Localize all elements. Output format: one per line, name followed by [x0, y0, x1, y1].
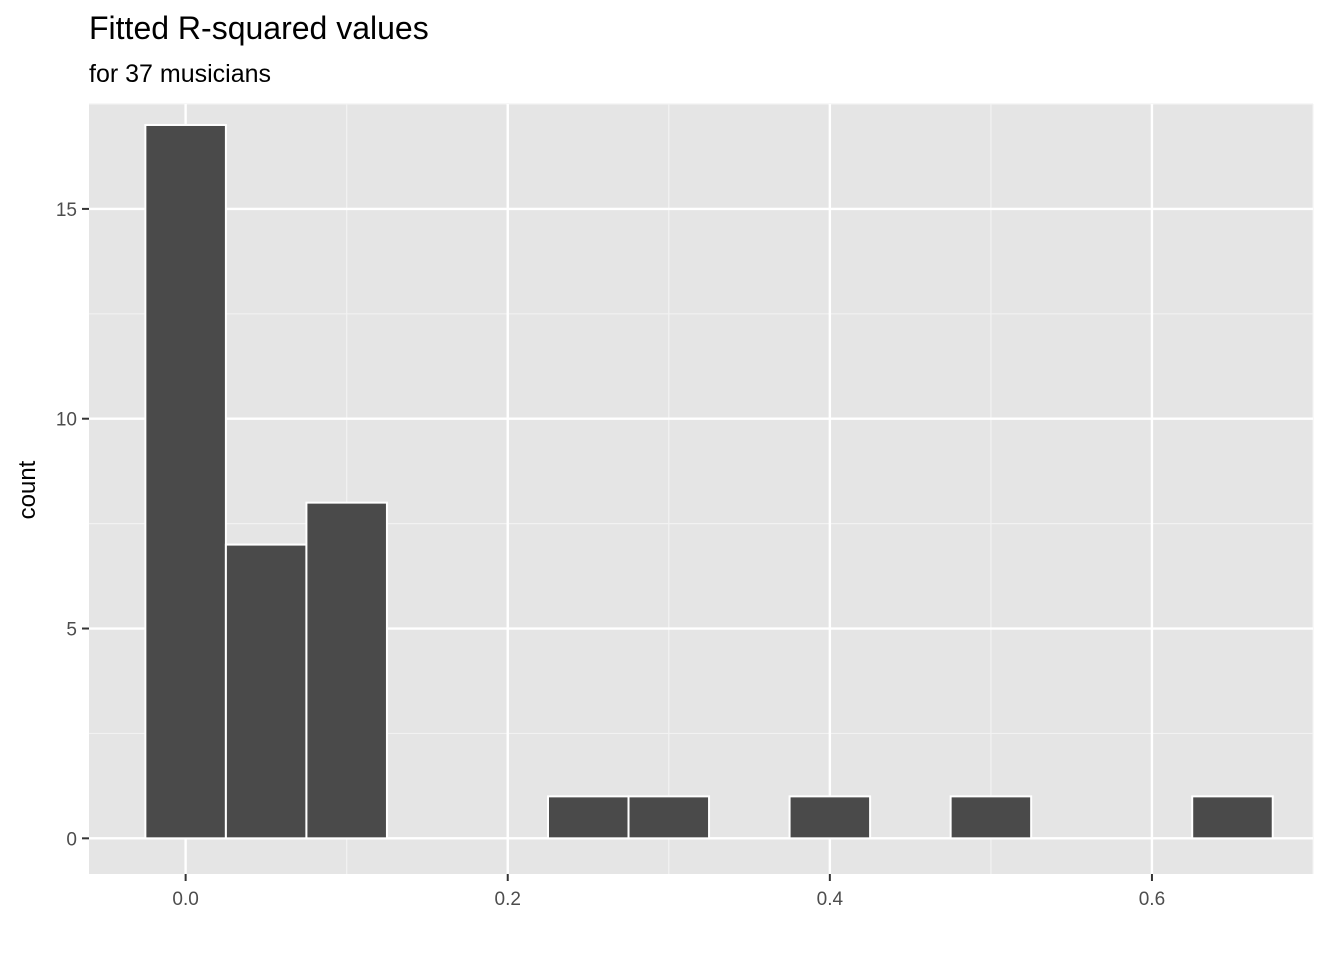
histogram-bar: [949, 795, 1033, 840]
x-tick-label: 0.2: [495, 889, 521, 910]
chart-title: Fitted R-squared values: [89, 10, 429, 46]
plot-panel: [89, 103, 1314, 874]
chart-subtitle: for 37 musicians: [89, 60, 271, 88]
histogram-bar: [305, 501, 388, 840]
x-tick-label: 0.4: [817, 889, 844, 910]
histogram-bar: [788, 795, 872, 840]
x-tick-label: 0.0: [172, 889, 198, 910]
histogram-bar: [1191, 795, 1274, 840]
y-tick-label: 15: [56, 200, 77, 221]
y-tick-label: 0: [66, 829, 77, 850]
histogram-bar: [224, 543, 308, 840]
x-tick-label: 0.6: [1139, 889, 1165, 910]
histogram-bar: [547, 795, 630, 840]
histogram-bar: [144, 123, 227, 840]
y-axis-title: count: [14, 460, 41, 519]
y-tick-label: 5: [66, 620, 77, 641]
y-tick-label: 10: [56, 410, 77, 431]
histogram-bar: [627, 795, 711, 840]
